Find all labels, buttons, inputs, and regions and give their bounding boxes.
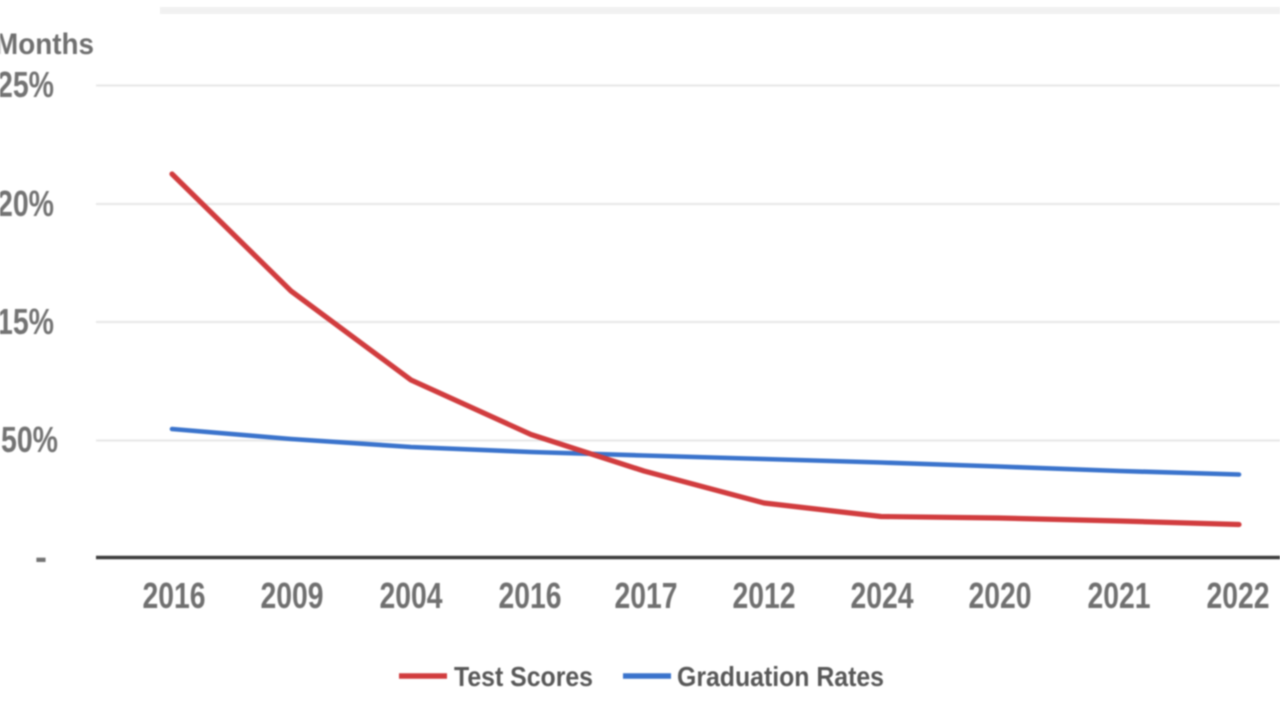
svg-text:2004: 2004 bbox=[380, 575, 443, 616]
svg-text:15%: 15% bbox=[0, 301, 54, 342]
svg-text:50%: 50% bbox=[1, 419, 58, 460]
svg-text:2021: 2021 bbox=[1088, 575, 1151, 616]
svg-text:25%: 25% bbox=[0, 64, 54, 105]
svg-text:2024: 2024 bbox=[851, 575, 914, 616]
svg-text:Test Scores: Test Scores bbox=[454, 661, 593, 692]
svg-text:2016: 2016 bbox=[143, 575, 206, 616]
svg-text:2022: 2022 bbox=[1207, 575, 1270, 616]
svg-text:2012: 2012 bbox=[733, 575, 796, 616]
svg-text:2017: 2017 bbox=[615, 575, 678, 616]
svg-text:2009: 2009 bbox=[261, 575, 324, 616]
svg-text:20%: 20% bbox=[0, 183, 54, 224]
svg-text:Months: Months bbox=[0, 28, 94, 61]
svg-text:2016: 2016 bbox=[499, 575, 562, 616]
svg-text:Graduation Rates: Graduation Rates bbox=[677, 661, 884, 692]
svg-text:2020: 2020 bbox=[969, 575, 1032, 616]
svg-text:-: - bbox=[35, 536, 47, 577]
